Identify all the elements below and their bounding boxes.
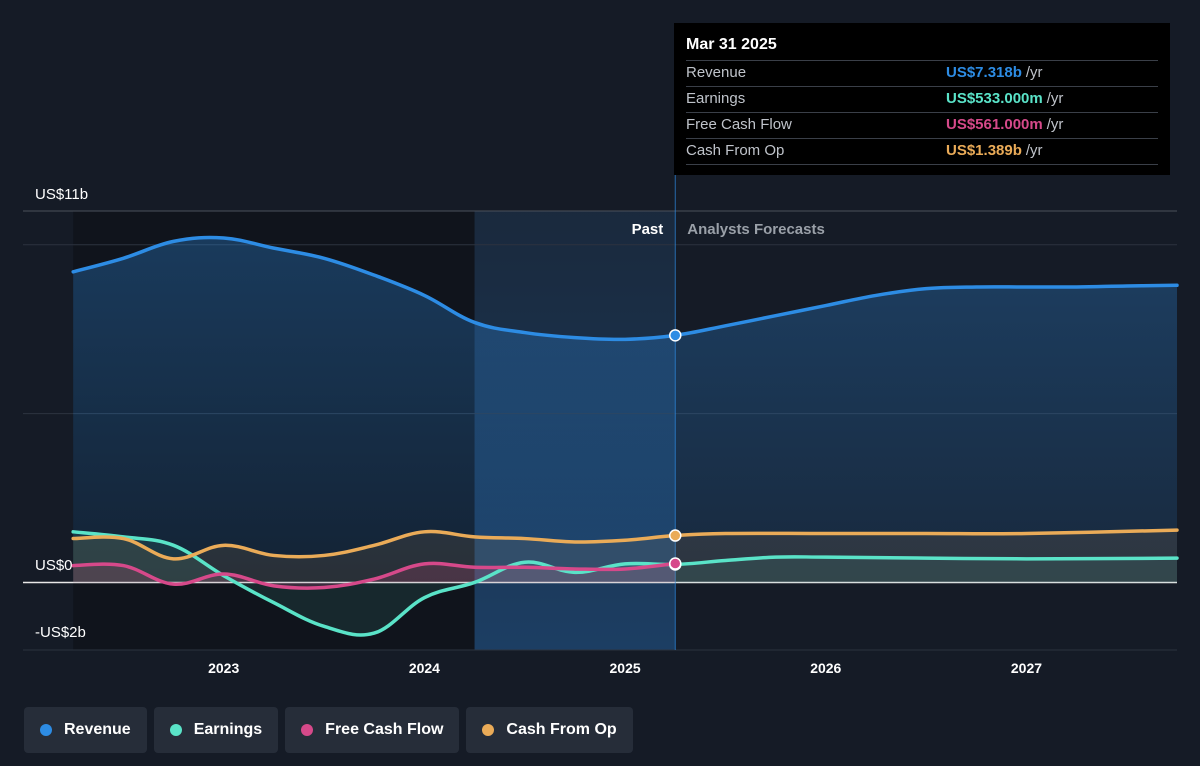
tooltip-value: US$1.389b (946, 142, 1022, 159)
x-tick-label: 2027 (1011, 660, 1042, 676)
x-tick-label: 2024 (409, 660, 440, 676)
legend-dot-icon (301, 724, 314, 736)
cash-from-op-point[interactable] (669, 529, 682, 542)
revenue-point[interactable] (669, 329, 682, 342)
y-tick-label: -US$2b (35, 624, 86, 641)
legend-item-free-cash-flow[interactable]: Free Cash Flow (285, 707, 460, 753)
x-tick-label: 2025 (610, 660, 641, 676)
legend-dot-icon (482, 724, 495, 736)
legend-dot-icon (40, 724, 52, 736)
tooltip-row: Revenue US$7.318b/yr (686, 60, 1158, 86)
x-tick-label: 2026 (810, 660, 841, 676)
forecast-label: Analysts Forecasts (687, 221, 825, 238)
legend-label: Cash From Op (506, 721, 617, 738)
legend-item-revenue[interactable]: Revenue (24, 707, 147, 753)
tooltip-unit: /yr (1025, 64, 1043, 81)
legend-dot-icon (169, 724, 182, 736)
tooltip-value: US$533.000m (946, 90, 1043, 107)
legend-label: Free Cash Flow (325, 721, 444, 738)
revenue-line (71, 235, 1179, 342)
tooltip-row: Cash From Op US$1.389b/yr (686, 138, 1158, 165)
legend-item-cash-from-op[interactable]: Cash From Op (466, 707, 633, 753)
x-tick-label: 2023 (208, 660, 239, 676)
y-tick-label: US$11b (35, 186, 88, 203)
legend-item-earnings[interactable]: Earnings (153, 707, 279, 753)
free-cash-flow-line (71, 561, 678, 590)
y-tick-label: US$0 (35, 557, 73, 574)
tooltip-label: Cash From Op (686, 142, 785, 159)
free-cash-flow-point[interactable] (669, 557, 682, 570)
tooltip-panel: Mar 31 2025 Revenue US$7.318b/yr Earnings U… (674, 23, 1170, 175)
past-label: Past (632, 221, 664, 238)
legend-label: Earnings (193, 721, 263, 738)
legend-label: Revenue (64, 721, 131, 738)
tooltip-date: Mar 31 2025 (686, 36, 777, 53)
tooltip-label: Earnings (686, 90, 746, 107)
free-cash-flow-area (73, 563, 676, 589)
tooltip-unit: /yr (1046, 116, 1064, 133)
chart-area: US$11b US$0 -US$2b 2023 2024 2025 2026 2027 Past… (23, 175, 1179, 676)
legend: Revenue Earnings Free Cash Flow Cash From O… (24, 707, 633, 753)
tooltip-label: Revenue (686, 64, 747, 81)
earnings-area (73, 531, 1177, 636)
cash-from-op-area (73, 530, 1177, 583)
cash-from-op-line (71, 528, 1179, 561)
tooltip-row: Earnings US$533.000m/yr (686, 86, 1158, 112)
tooltip-unit: /yr (1046, 90, 1064, 107)
tooltip-value: US$561.000m (946, 116, 1043, 133)
tooltip-value: US$7.318b (946, 64, 1022, 81)
tooltip-label: Free Cash Flow (686, 116, 792, 133)
tooltip-unit: /yr (1025, 142, 1043, 159)
tooltip-row: Free Cash Flow US$561.000m/yr (686, 112, 1158, 138)
revenue-area (73, 237, 1177, 583)
